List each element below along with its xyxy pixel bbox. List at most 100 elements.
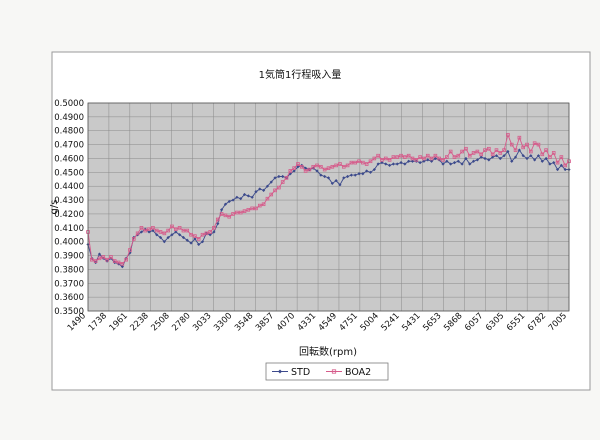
data-point-boa2 (330, 164, 335, 169)
data-point-boa2 (116, 260, 121, 265)
data-point-boa2 (193, 234, 197, 238)
data-point-std (464, 156, 468, 161)
data-point-std (166, 235, 170, 240)
data-point-boa2 (456, 153, 461, 158)
data-point-boa2 (273, 188, 277, 193)
data-point-std (468, 162, 472, 166)
data-point-boa2 (235, 210, 239, 215)
data-point-boa2 (124, 257, 128, 262)
data-point-std (162, 240, 166, 244)
data-point-boa2 (551, 151, 556, 155)
data-point-boa2 (250, 206, 254, 211)
data-point-std (426, 158, 430, 162)
chart-title: 1気筒1行程吸入量 (259, 68, 342, 81)
y-tick-label: 0.4200 (54, 210, 84, 220)
data-point-boa2 (170, 224, 174, 229)
data-point-boa2 (471, 151, 476, 155)
data-point-std (513, 155, 518, 159)
data-point-std (158, 235, 163, 240)
data-point-boa2 (418, 155, 422, 159)
data-point-boa2 (303, 169, 308, 173)
data-point-std (460, 162, 464, 166)
data-point-std (296, 165, 300, 169)
data-point-std (254, 190, 258, 194)
plot-border (87, 102, 570, 312)
data-point-boa2 (399, 153, 403, 158)
y-tick-label: 0.3600 (54, 293, 84, 303)
data-point-boa2 (212, 225, 216, 230)
data-point-std (555, 167, 560, 172)
legend: STD BOA2 (265, 362, 389, 381)
data-point-std (422, 159, 426, 163)
y-tick-label: 0.4900 (54, 113, 84, 123)
data-point-std (536, 154, 541, 158)
data-point-std (445, 159, 449, 163)
data-point-boa2 (174, 227, 178, 231)
data-point-boa2 (475, 149, 480, 154)
data-point-boa2 (296, 162, 300, 166)
data-point-boa2 (261, 202, 266, 207)
data-point-std (506, 149, 510, 154)
data-point-std (185, 238, 189, 242)
data-point-std (258, 187, 262, 191)
data-point-boa2 (490, 152, 495, 157)
y-tick-label: 0.4300 (54, 196, 84, 206)
data-point-std (372, 167, 376, 172)
data-point-boa2 (345, 163, 350, 168)
data-point-std (174, 230, 178, 234)
y-tick-label: 0.4500 (54, 168, 84, 178)
data-point-std (189, 241, 193, 245)
data-point-boa2 (422, 156, 426, 161)
data-point-boa2 (383, 156, 388, 161)
data-point-std (231, 198, 235, 202)
data-point-std (334, 179, 338, 183)
y-axis-label: g/s (49, 200, 60, 215)
data-point-std (277, 174, 281, 179)
data-point-boa2 (132, 237, 136, 241)
data-point-boa2 (128, 248, 132, 252)
data-point-boa2 (204, 231, 209, 236)
data-point-std (487, 158, 491, 162)
y-tick-label: 0.3800 (54, 265, 84, 275)
data-point-std (147, 230, 151, 234)
legend-marker (331, 369, 337, 374)
data-point-boa2 (464, 146, 468, 151)
data-point-boa2 (139, 225, 144, 230)
data-point-boa2 (143, 228, 148, 233)
data-point-std (449, 162, 453, 166)
data-point-std (220, 208, 224, 212)
data-point-std (429, 159, 434, 163)
data-point-std (410, 159, 415, 163)
data-point-boa2 (502, 148, 506, 152)
data-point-std (223, 202, 228, 206)
data-point-boa2 (437, 156, 442, 161)
data-point-std (151, 228, 155, 233)
data-point-std (273, 176, 277, 180)
data-point-boa2 (219, 212, 224, 216)
data-point-boa2 (315, 163, 319, 168)
data-point-std (456, 159, 460, 163)
data-point-boa2 (246, 207, 251, 212)
data-point-std (387, 163, 392, 167)
data-point-boa2 (445, 155, 449, 159)
data-point-std (483, 156, 487, 161)
data-point-std (544, 156, 548, 161)
data-point-std (563, 167, 567, 172)
data-point-std (517, 148, 521, 152)
data-point-std (303, 166, 308, 170)
data-point-boa2 (90, 257, 94, 262)
data-point-std (349, 173, 354, 177)
data-point-boa2 (487, 146, 491, 151)
y-tick-label: 0.4800 (54, 127, 84, 137)
data-point-boa2 (525, 142, 529, 147)
data-point-std (246, 194, 250, 198)
data-point-std (418, 161, 422, 165)
data-point-boa2 (208, 230, 212, 234)
data-point-std (181, 235, 186, 240)
data-point-std (178, 233, 182, 237)
data-point-std (498, 156, 502, 161)
y-tick-label: 0.4600 (54, 154, 84, 164)
data-point-std (494, 154, 499, 158)
data-point-boa2 (284, 176, 289, 180)
